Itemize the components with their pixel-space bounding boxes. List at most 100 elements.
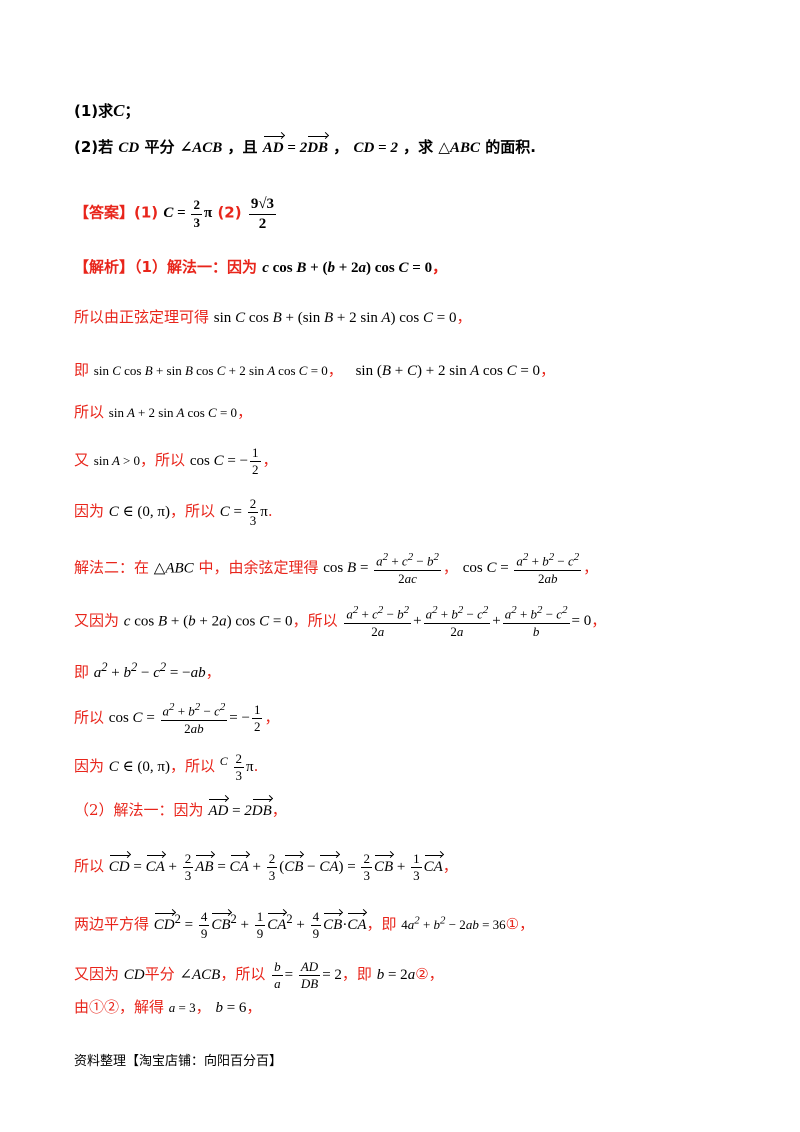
- comma: ，: [442, 558, 458, 577]
- text-yinwei: 因为: [74, 502, 105, 521]
- analysis-line-16: 由①②，解得 a = 3， b = 6，: [74, 1000, 261, 1016]
- question-2: (2)若 CD 平分 ∠ACB ，且 AD = 2DB ， CD = 2 ，求 …: [74, 136, 536, 156]
- analysis-line-11: 因为 C ∈ (0, π)，所以 C 2 3 π.: [74, 751, 259, 784]
- circle-1: ①: [505, 915, 520, 934]
- text-method2: 解法二：在: [74, 558, 150, 577]
- text-suoyi-3: ，所以: [169, 502, 215, 521]
- comma: ，: [591, 611, 607, 630]
- comma: ，: [456, 308, 472, 326]
- math-c-range: C ∈ (0, π): [108, 504, 170, 521]
- text-suoyi-8: ，所以: [220, 965, 266, 984]
- text-suoyi-4: ，所以: [292, 611, 338, 630]
- math-a-3: a = 3: [168, 1000, 196, 1015]
- math-cosb: cos B = a2 + c2 − b2 2ac: [323, 551, 441, 586]
- analysis-line-15: 又因为 CD平分 ∠ACB，所以 b a = AD DB = 2，即 b = 2a②，: [74, 959, 444, 992]
- text-ji-4: ，即: [341, 965, 372, 984]
- text-sine-law: 所以由正弦定理可得: [74, 308, 210, 326]
- text-ji: 即: [74, 361, 90, 379]
- math-cosc-2: cos C = a2 + b2 − c2 2ab: [462, 551, 582, 586]
- analysis-line-10: 所以 cos C = a2 + b2 − c2 2ab = −1 2，: [74, 701, 280, 736]
- question-2-comma: ，: [333, 138, 349, 156]
- question-2-area: 的面积.: [485, 138, 536, 156]
- comma: ，: [262, 451, 278, 470]
- analysis-line-14: 两边平方得 CD2 = 4 9 CB2 + 1 9 CA2 + 4 9 CB·CA，即 4a…: [74, 909, 535, 942]
- text-youyinwei-2: 又因为: [74, 965, 120, 984]
- analysis-line-5: 又 sin A > 0，所以 cos C = −1 2，: [74, 445, 278, 478]
- math-eq-3: sin C cos B + sin B cos C + 2 sin A cos …: [93, 363, 328, 378]
- question-2-bisect: 平分: [144, 138, 175, 156]
- analysis-line-9: 即 a2 + b2 − c2 = −ab，: [74, 661, 221, 681]
- math-eq-ab: a2 + b2 − c2 = −ab: [93, 660, 206, 681]
- answer-2-label: (2): [217, 203, 242, 222]
- analysis-line-6: 因为 C ∈ (0, π)，所以 C = 2 3 π.: [74, 496, 273, 529]
- math-vector-relation: AD = 2DB: [262, 136, 329, 156]
- math-eq-2: sin C cos B + (sin B + 2 sin A) cos C = …: [213, 310, 457, 326]
- answer-1-label: (1): [134, 203, 159, 222]
- text-suoyi-7: 所以: [74, 857, 105, 876]
- math-eq-4: sin (B + C) + 2 sin A cos C = 0: [355, 363, 541, 379]
- comma: ，: [428, 965, 444, 984]
- math-eq-36: 4a2 + b2 − 2ab = 36: [401, 914, 506, 933]
- math-vector-relation-2: AD = 2DB: [208, 799, 272, 819]
- question-2-find: ，求: [403, 138, 434, 156]
- analysis-line-8: 又因为 c cos B + (b + 2a) cos C = 0，所以 a2 +…: [74, 604, 607, 639]
- text-bisect: 平分: [144, 965, 175, 984]
- question-1-end: ；: [124, 102, 140, 120]
- math-angle-acb-2: ∠ACB: [179, 967, 221, 984]
- comma: ，: [442, 857, 458, 876]
- question-1: (1)求C；: [74, 102, 140, 119]
- text-youyinwei: 又因为: [74, 611, 120, 630]
- analysis-line-4: 所以 sin A + 2 sin A cos C = 0，: [74, 405, 252, 420]
- text-square: 两边平方得: [74, 915, 150, 934]
- comma: ，: [237, 403, 253, 421]
- footer-text: 资料整理【淘宝店铺：向阳百分百】: [74, 1054, 283, 1069]
- text-suoyi-6: ，所以: [169, 757, 215, 776]
- math-square: CD2 = 4 9 CB2 + 1 9 CA2 + 4 9 CB·CA: [153, 909, 367, 942]
- math-triangle: △ABC: [438, 140, 480, 156]
- math-angle-acb: ∠ACB: [179, 140, 223, 156]
- answer-2-math: 9√3 2: [248, 196, 277, 232]
- circle-2: ②: [415, 965, 429, 984]
- text-cos-law: 中，由余弦定理得: [198, 558, 319, 577]
- math-b-2a: b = 2a: [376, 967, 416, 984]
- comma: ，: [205, 663, 221, 681]
- text-ji-3: ，即: [366, 915, 397, 934]
- math-eq-1: c cos B + (b + 2a) cos C = 0: [262, 260, 433, 276]
- comma: ，: [540, 361, 556, 379]
- comma: ，: [264, 708, 280, 727]
- comma: ，: [327, 361, 343, 379]
- math-vector-cd: CD = CA + 2 3 AB = CA + 2 3 (CB − CA) = 2 3 CB…: [108, 851, 443, 884]
- math-eq-5: sin A + 2 sin A cos C = 0: [108, 405, 238, 420]
- comma: ，: [195, 998, 211, 1016]
- answer-label: 【答案】: [74, 203, 135, 222]
- comma: ，: [246, 998, 262, 1016]
- math-cosc-3: cos C = a2 + b2 − c2 2ab = −1 2: [108, 701, 263, 736]
- question-1-text: (1)求: [74, 102, 114, 120]
- text-ji-2: 即: [74, 663, 90, 681]
- comma: ，: [519, 915, 535, 934]
- math-cd-2: CD: [123, 967, 145, 984]
- math-c-range-2: C ∈ (0, π): [108, 759, 170, 776]
- text-you: 又: [74, 451, 90, 470]
- text-yinwei-2: 因为: [74, 757, 105, 776]
- question-2-prefix: (2)若: [74, 138, 114, 156]
- analysis-part1: （1）解法一：因为: [134, 258, 257, 276]
- comma: ，: [271, 801, 287, 819]
- text-suoyi-5: 所以: [74, 708, 105, 727]
- math-cd: CD: [118, 140, 140, 156]
- analysis-line-3: 即 sin C cos B + sin B cos C + 2 sin A co…: [74, 363, 555, 379]
- question-2-and: ，且: [227, 138, 258, 156]
- math-cd-eq: CD = 2: [353, 140, 398, 156]
- math-cosc: cos C = −1 2: [189, 445, 261, 478]
- question-1-var: C: [113, 101, 125, 120]
- analysis-line-13: 所以 CD = CA + 2 3 AB = CA + 2 3 (CB − CA) = 2…: [74, 851, 458, 884]
- math-ratio: b a = AD DB = 2: [272, 959, 342, 992]
- comma: ，: [432, 258, 448, 276]
- math-eq-1b: c cos B + (b + 2a) cos C = 0: [123, 613, 293, 630]
- analysis-line-7: 解法二：在 △ABC 中，由余弦定理得 cos B = a2 + c2 − b2…: [74, 551, 598, 586]
- math-triangle-2: △ABC: [153, 560, 194, 577]
- analysis-line-1: 【解析】（1）解法一：因为 c cos B + (b + 2a) cos C =…: [74, 260, 447, 276]
